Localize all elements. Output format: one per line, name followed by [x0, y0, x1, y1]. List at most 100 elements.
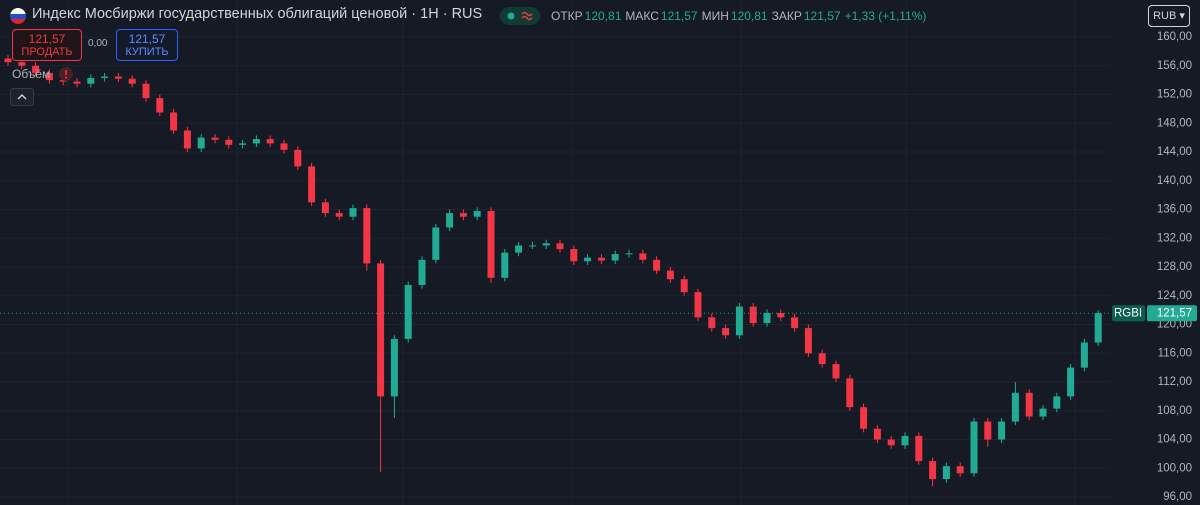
candle-body: [1011, 392, 1019, 422]
candle-body: [666, 270, 674, 280]
y-tick-label: 124,00: [1157, 290, 1192, 302]
y-tick-label: 136,00: [1157, 204, 1192, 216]
candle-body: [321, 202, 329, 214]
ohlc-value: 121,57: [803, 9, 841, 23]
candle-body: [998, 421, 1006, 440]
candle-body: [984, 421, 992, 440]
y-tick-label: 132,00: [1157, 232, 1192, 244]
candle-body: [639, 253, 647, 260]
candle-body: [1039, 408, 1047, 417]
y-tick-label: 144,00: [1157, 146, 1192, 158]
ohlc-value: 121,57: [660, 9, 698, 23]
candle-body: [722, 328, 730, 336]
flag-icon: [10, 8, 26, 24]
title: Индекс Мосбиржи государственных облигаци…: [32, 6, 483, 22]
candle-body: [197, 137, 205, 149]
currency: RUB: [1153, 10, 1177, 22]
ohlc-value: 120,81: [730, 9, 768, 23]
candle-body: [1053, 396, 1061, 409]
candle-body: [349, 208, 357, 217]
candle-body: [1067, 367, 1075, 397]
candle-body: [942, 466, 950, 480]
candle-body: [390, 338, 398, 397]
time-grid: [67, 0, 1076, 505]
y-tick-label: 152,00: [1157, 89, 1192, 101]
candle-body: [708, 317, 716, 329]
volume-label: Объём: [12, 67, 51, 81]
candle-body: [142, 83, 150, 99]
ohlc-label: ОТКР: [551, 9, 583, 23]
buy-label: КУПИТЬ: [125, 46, 169, 58]
candle-body: [763, 313, 771, 324]
buy-button[interactable]: 121,57 КУПИТЬ: [116, 29, 178, 61]
y-tick-label: 148,00: [1157, 117, 1192, 129]
candle-body: [335, 213, 343, 217]
candle-body: [653, 259, 661, 271]
candle-body: [446, 213, 454, 228]
y-tick-label: 116,00: [1158, 347, 1192, 359]
candle-body: [846, 378, 854, 408]
candle-body: [418, 259, 426, 285]
candle-body: [735, 306, 743, 336]
y-tick-label: 128,00: [1157, 261, 1192, 273]
candle-body: [280, 143, 288, 150]
candle-body: [101, 76, 109, 78]
candle-body: [1025, 392, 1033, 417]
candle-body: [170, 112, 178, 131]
candle-body: [556, 243, 564, 250]
ohlc-value: 120,81: [584, 9, 622, 23]
candle-body: [915, 435, 923, 462]
change: +1,33 (+1,11%): [844, 9, 927, 23]
sell-price: 121,57: [28, 32, 66, 46]
ohlc-label: ЗАКР: [771, 9, 802, 23]
candle-body: [929, 461, 937, 480]
candle-body: [183, 130, 191, 149]
status-pill[interactable]: [500, 6, 540, 26]
ohlc-label: МИН: [701, 9, 729, 23]
candle-body: [597, 257, 605, 261]
y-tick-label: 112,00: [1158, 376, 1192, 388]
sell-button[interactable]: 121,57 ПРОДАТЬ: [12, 29, 82, 61]
candle-body: [791, 317, 799, 329]
candle-body: [404, 284, 412, 339]
candle-body: [252, 139, 260, 144]
y-tick-label: 100,00: [1157, 462, 1192, 474]
candle-body: [487, 210, 495, 278]
ohlc-legend: ОТКР 120,81 МАКС 121,57 МИН 120,81 ЗАКР 121,57 +…: [551, 8, 930, 24]
buy-price: 121,57: [128, 32, 166, 46]
volume-warning[interactable]: [58, 66, 74, 82]
candle-body: [32, 65, 40, 73]
candle-body: [680, 279, 688, 293]
candle-body: [459, 213, 467, 217]
price-tag: [1147, 305, 1197, 322]
candle-body: [239, 143, 247, 145]
candle-body: [818, 353, 826, 365]
price-label: 121,57: [1157, 307, 1192, 319]
candle-body: [887, 439, 895, 446]
candle-body: [266, 139, 274, 144]
candle-body: [4, 58, 12, 63]
candle-body: [225, 139, 233, 145]
candle-body: [59, 80, 67, 82]
candle-body: [515, 245, 523, 253]
collapse-button[interactable]: [10, 88, 34, 106]
candle-body: [873, 428, 881, 440]
candle-body: [956, 466, 964, 474]
candle-body: [87, 77, 95, 84]
currency-button[interactable]: RUB ▾: [1148, 5, 1190, 27]
symbol-tag: [1112, 305, 1145, 322]
candle-body: [1094, 313, 1102, 343]
candle-body: [128, 78, 136, 84]
candle-body: [377, 263, 385, 397]
candle-body: [473, 210, 481, 217]
candle-body: [832, 364, 840, 379]
candle-body: [777, 313, 785, 318]
ohlc-label: МАКС: [625, 9, 659, 23]
candle-body: [156, 98, 164, 113]
candle-body: [294, 149, 302, 167]
symbol-label: RGBI: [1114, 307, 1142, 319]
candle-body: [1080, 342, 1088, 368]
y-tick-label: 104,00: [1157, 434, 1192, 446]
